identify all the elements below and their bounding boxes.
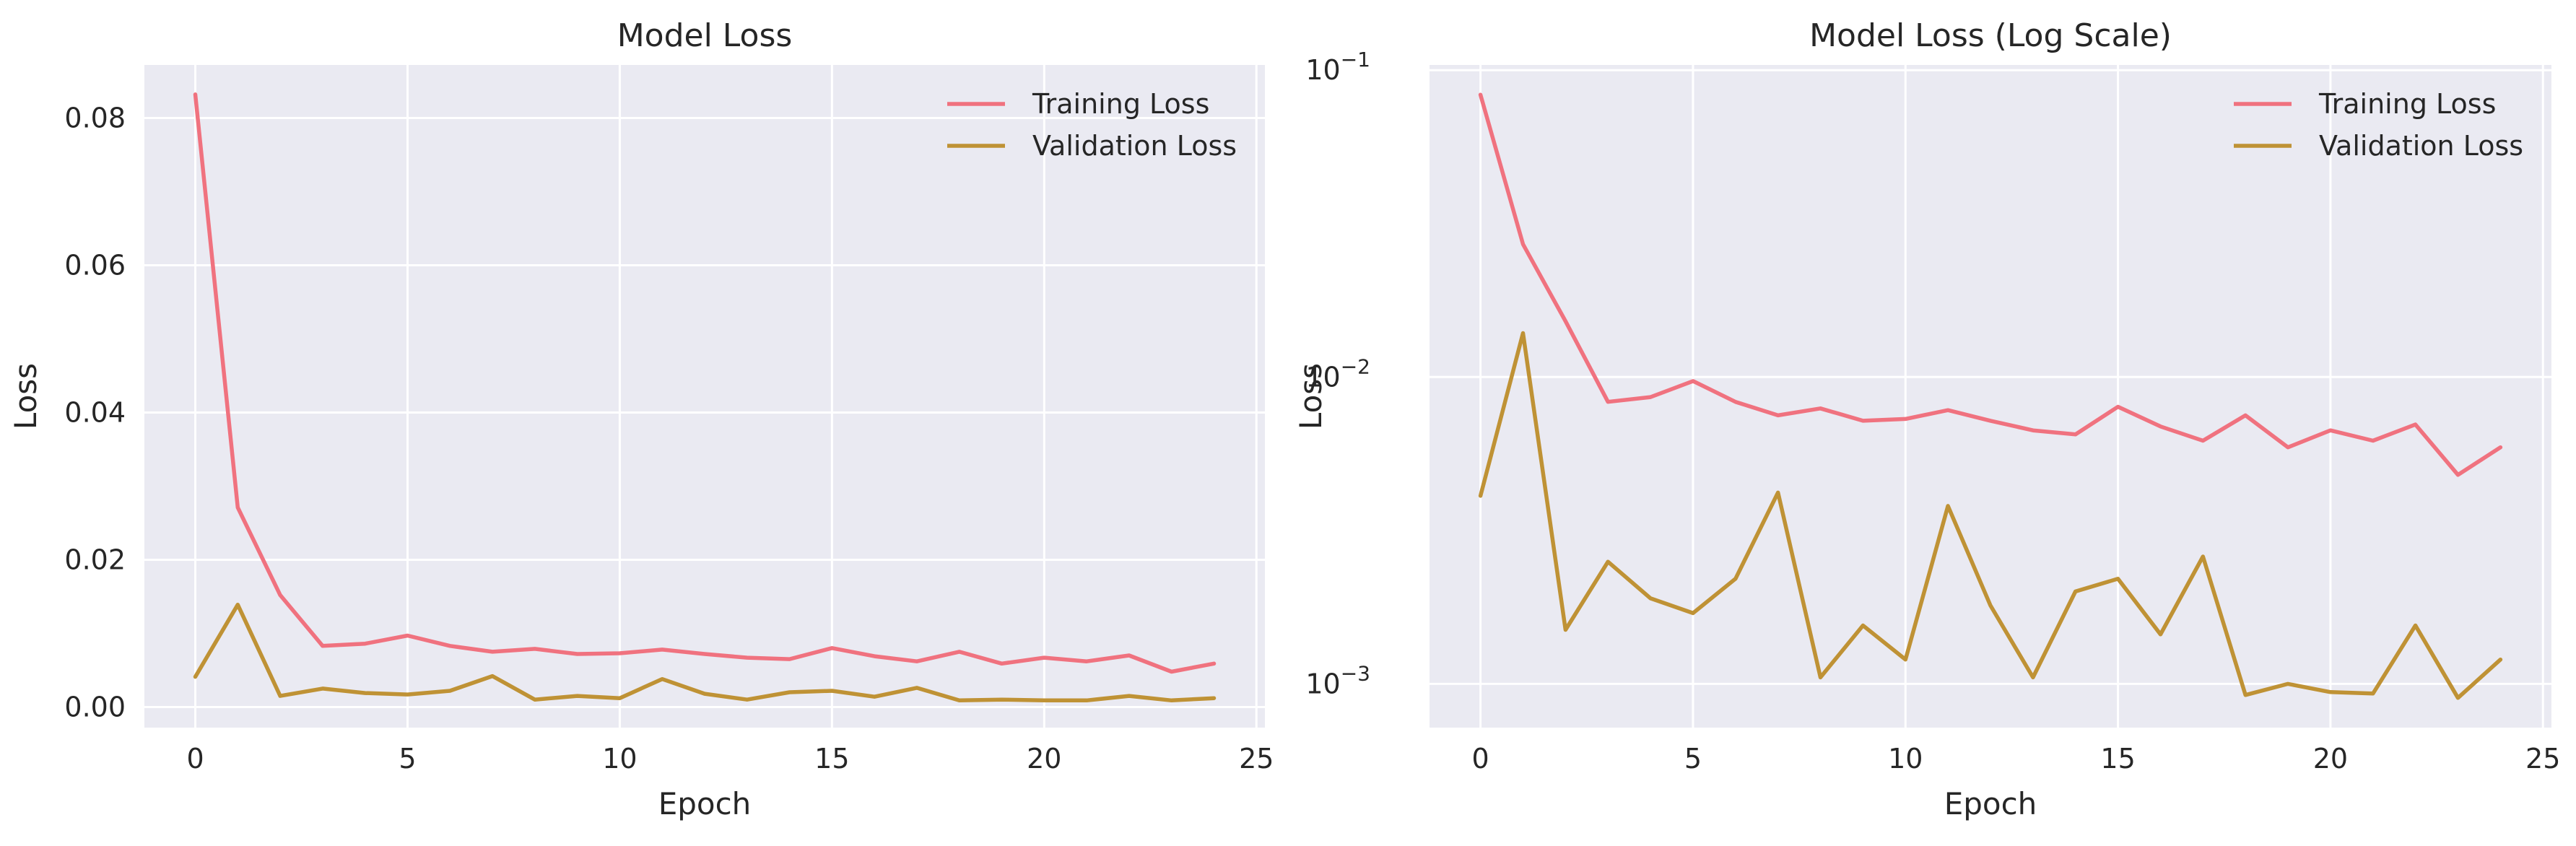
plot-area [1430,65,2551,728]
x-tick-label: 25 [1239,743,1274,775]
plot-area [144,65,1265,728]
x-tick-label: 15 [814,743,849,775]
y-tick-exponent: −2 [1341,354,1370,378]
x-tick-label: 20 [2313,743,2348,775]
x-axis-label: Epoch [658,786,752,821]
chart-title: Model Loss [617,17,793,54]
x-tick-label: 10 [1888,743,1923,775]
x-tick-label: 0 [1472,743,1489,775]
x-tick-label: 5 [399,743,416,775]
x-tick-label: 15 [2100,743,2135,775]
x-axis-label: Epoch [1944,786,2037,821]
y-tick-label: 10−3 [1305,661,1370,699]
legend-label: Validation Loss [1032,130,1237,162]
x-tick-label: 5 [1684,743,1702,775]
y-tick-label: 0.04 [64,396,126,428]
legend-label: Validation Loss [2319,130,2523,162]
x-tick-label: 10 [602,743,637,775]
y-tick-label: 10−1 [1305,48,1370,86]
y-axis-label: Loss [1293,363,1328,429]
x-tick-label: 0 [186,743,204,775]
x-tick-label: 25 [2525,743,2560,775]
y-tick-base: 10 [1305,54,1340,86]
legend-label: Training Loss [2318,88,2496,120]
chart-title: Model Loss (Log Scale) [1809,17,2172,54]
chart-1: 0 5 10 15 20 25 0.00 0.02 0.04 0.06 0.08 Model Loss… [8,17,1274,821]
legend-label: Training Loss [1032,88,1209,120]
y-tick-base: 10 [1305,668,1340,699]
y-tick-label: 0.08 [64,102,126,134]
y-axis-label: Loss [8,363,43,429]
y-tick-label: 0.00 [64,691,126,723]
y-tick-exponent: −3 [1341,661,1370,685]
y-tick-exponent: −1 [1341,48,1370,71]
x-tick-label: 20 [1027,743,1061,775]
y-tick-label: 0.02 [64,544,126,575]
y-tick-label: 0.06 [64,249,126,281]
